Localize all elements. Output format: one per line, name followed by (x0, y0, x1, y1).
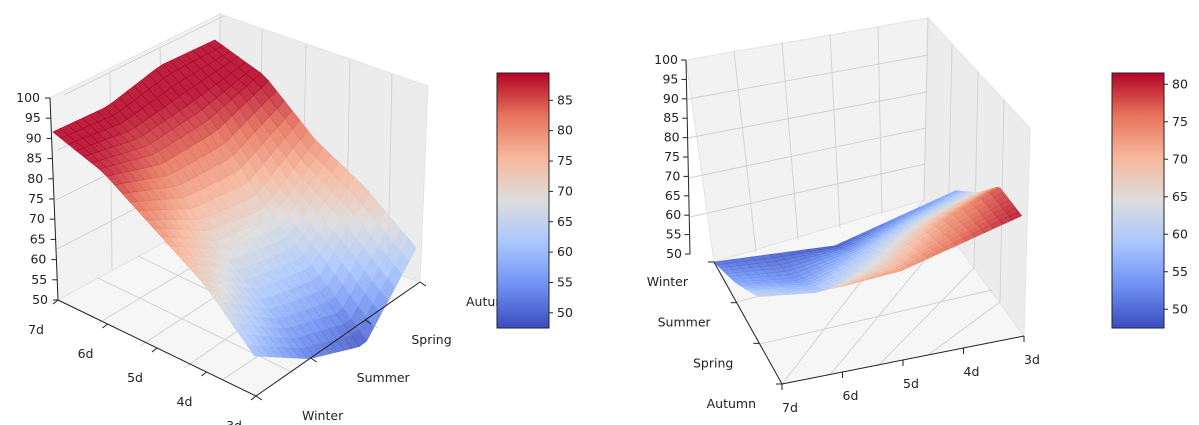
colorbar-tick-label: 60 (1172, 226, 1188, 241)
gridline (759, 289, 993, 345)
z-tick-label: 50 (666, 246, 682, 261)
surface-right (713, 186, 1022, 297)
colorbar-tick-label: 80 (1172, 76, 1188, 91)
z-tick-label: 75 (664, 149, 680, 164)
gridline (733, 50, 757, 253)
colorbar-tick-label: 85 (557, 92, 573, 107)
colorbar-tick-label: 75 (557, 153, 573, 168)
z-tick-label: 100 (16, 90, 40, 105)
colorbar-tick-label: 55 (1172, 264, 1188, 279)
colorbar-tick-label: 70 (1172, 151, 1188, 166)
colorbar-right-bar (1111, 72, 1165, 329)
colorbar-right-ticks: 50 55 60 65 70 75 80 (1164, 76, 1188, 316)
y-tick-label: Winter (647, 274, 689, 289)
y-tick-mark (365, 319, 372, 325)
colorbar-left-ticks: 50 55 60 65 70 75 80 85 (549, 92, 573, 320)
z-tick-label: 70 (29, 211, 45, 226)
colorbar-tick-label: 80 (557, 123, 573, 138)
x-tick-label: 3d (1024, 352, 1040, 367)
y-tick-mark (310, 357, 317, 363)
colorbar-left: 50 55 60 65 70 75 80 85 (496, 72, 573, 329)
z-tick-label: 55 (666, 227, 682, 242)
y-tick-label: Summer (658, 315, 712, 330)
colorbar-tick-label: 65 (557, 214, 573, 229)
gridline (97, 277, 297, 375)
gridline (687, 54, 929, 100)
surface-patch (206, 39, 224, 50)
colorbar-tick-label: 75 (1172, 114, 1188, 129)
z-ticks-right: 50 55 60 65 70 75 80 85 90 95 100 (654, 52, 690, 261)
x-tick-label: 5d (903, 376, 919, 391)
z-tick-label: 50 (32, 292, 48, 307)
gridline (687, 91, 928, 139)
y-tick-label: Autumn (707, 396, 756, 411)
x-ticks-right: 7d 6d 5d 4d 3d (781, 336, 1040, 415)
x-tick-label: 7d (28, 322, 44, 337)
gridline (829, 33, 841, 229)
z-tick-label: 55 (31, 272, 47, 287)
colorbar-tick-label: 70 (557, 183, 573, 198)
x-tick-label: 4d (177, 394, 193, 409)
z-tick-label: 65 (665, 188, 681, 203)
y-axis-line-left (255, 281, 421, 397)
colorbar-right: 50 55 60 65 70 75 80 (1111, 72, 1188, 329)
colorbar-tick-label: 65 (1172, 189, 1188, 204)
z-tick-label: 70 (664, 168, 680, 183)
colorbar-tick-label: 50 (557, 305, 573, 320)
colorbar-left-bar (496, 72, 550, 329)
z-tick-label: 90 (663, 91, 679, 106)
z-tick-label: 90 (26, 130, 42, 145)
surface-left (52, 39, 417, 359)
y-tick-label: Winter (302, 408, 344, 423)
z-tick-label: 80 (27, 171, 43, 186)
y-axis-line-right (713, 261, 783, 385)
z-ticks-left: 50 55 60 65 70 75 80 85 90 95 100 (16, 90, 58, 307)
z-tick-label: 60 (665, 207, 681, 222)
z-tick-label: 95 (662, 71, 678, 86)
y-ticks-right: Autumn Spring Summer Winter (647, 261, 782, 411)
gridline (689, 163, 926, 218)
z-tick-label: 60 (30, 252, 46, 267)
gridline (688, 127, 927, 179)
z-tick-label: 75 (28, 191, 44, 206)
y-tick-label: Summer (357, 370, 411, 385)
y-tick-label: Spring (411, 332, 451, 347)
x-tick-label: 3d (226, 418, 242, 425)
z-tick-label: 100 (654, 52, 678, 67)
z-tick-label: 80 (664, 130, 680, 145)
x-tick-label: 6d (78, 346, 94, 361)
y-tick-label: Spring (693, 355, 733, 370)
gridline (923, 17, 929, 201)
gridline (877, 267, 975, 367)
x-tick-mark (52, 299, 59, 305)
x-tick-label: 4d (964, 364, 980, 379)
z-tick-label: 85 (663, 110, 679, 125)
z-tick-label: 95 (25, 110, 41, 125)
x-tick-mark (201, 371, 207, 377)
y-tick-mark (419, 281, 427, 287)
x-tick-label: 6d (843, 388, 859, 403)
gridline (781, 41, 799, 241)
x-ticks-left: 7d 6d 5d 4d 3d (28, 299, 257, 425)
gridline (877, 25, 883, 215)
x-tick-mark (102, 323, 108, 329)
z-tick-label: 65 (30, 231, 46, 246)
x-tick-label: 5d (127, 370, 143, 385)
gridline (63, 15, 225, 96)
x-tick-label: 7d (782, 400, 798, 415)
colorbar-tick-label: 55 (557, 274, 573, 289)
y-tick-mark (255, 395, 263, 401)
surface-patch (945, 190, 960, 196)
surface-plot-left: 50 55 60 65 70 75 80 85 90 95 100 7d 6d 5d 4d 3d Winte… (16, 13, 573, 425)
colorbar-tick-label: 50 (1172, 301, 1188, 316)
x-tick-mark (151, 347, 158, 353)
gridline (927, 301, 1001, 356)
z-tick-label: 85 (26, 151, 42, 166)
colorbar-tick-label: 60 (557, 244, 573, 259)
surface-plot-right: 50 55 60 65 70 75 80 85 90 95 100 7d 6d 5d 4d 3d Autum… (647, 16, 1188, 415)
x-tick-mark (250, 395, 257, 401)
